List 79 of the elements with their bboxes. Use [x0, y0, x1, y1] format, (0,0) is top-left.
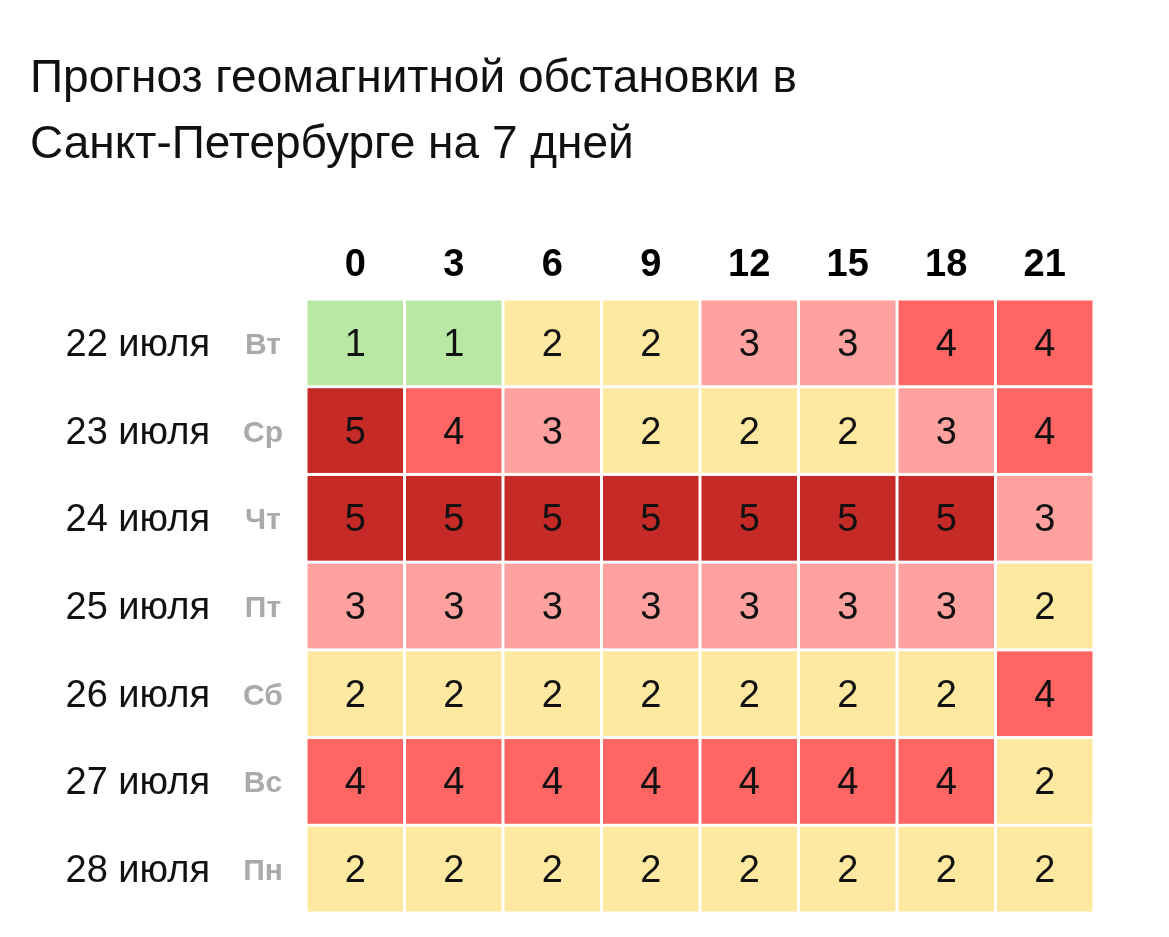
data-label: 5 — [443, 497, 465, 540]
x-tick-label: 21 — [1023, 242, 1066, 284]
data-label: 2 — [640, 409, 662, 452]
data-label: 5 — [344, 497, 366, 540]
data-label: 4 — [1034, 321, 1056, 364]
data-label: 2 — [1034, 848, 1056, 891]
y2-tick-label: Пн — [243, 853, 283, 887]
data-label: 2 — [344, 672, 366, 715]
chart-title: Прогноз геомагнитной обстановки в Санкт-Петербурге на 7 дней — [30, 50, 797, 168]
x-tick-label: 12 — [728, 242, 771, 284]
y-tick-label: 23 июля — [65, 409, 210, 452]
data-label: 2 — [541, 848, 563, 891]
data-label: 5 — [738, 497, 760, 540]
y-tick-label: 22 июля — [65, 321, 210, 364]
data-label: 2 — [1034, 585, 1056, 627]
y-tick-label: 24 июля — [65, 497, 210, 540]
y2-tick-label: Вс — [243, 765, 283, 799]
data-label: 5 — [935, 497, 957, 540]
data-label: 4 — [541, 760, 563, 803]
data-label: 3 — [935, 409, 957, 452]
data-label: 3 — [837, 585, 859, 627]
x-tick-label: 15 — [826, 242, 869, 284]
data-label: 3 — [443, 585, 465, 627]
data-label: 2 — [935, 672, 957, 715]
data-label: 3 — [640, 585, 662, 627]
data-label: 2 — [443, 848, 465, 891]
data-label: 3 — [541, 585, 563, 627]
data-label: 2 — [640, 672, 662, 715]
data-label: 2 — [640, 321, 662, 364]
data-label: 2 — [837, 672, 859, 715]
data-label: 4 — [738, 760, 760, 803]
data-label: 4 — [344, 760, 366, 803]
x-tick-label: 9 — [640, 242, 662, 284]
data-label: 3 — [738, 321, 760, 364]
x-tick-label: 3 — [443, 242, 465, 284]
data-label: 4 — [443, 409, 465, 452]
data-label: 3 — [837, 321, 859, 364]
data-label: 2 — [541, 672, 563, 715]
y2-tick-label: Сб — [243, 677, 283, 711]
y-tick-label: 25 июля — [65, 585, 210, 627]
data-label: 3 — [344, 585, 366, 627]
y2-tick-label: Ср — [243, 414, 283, 448]
data-label: 2 — [443, 672, 465, 715]
data-label: 4 — [1034, 672, 1056, 715]
data-label: 5 — [837, 497, 859, 540]
data-label: 2 — [738, 672, 760, 715]
data-label: 4 — [837, 760, 859, 803]
data-label: 5 — [344, 409, 366, 452]
data-label: 3 — [541, 409, 563, 452]
x-tick-label: 6 — [541, 242, 563, 284]
data-label: 2 — [935, 848, 957, 891]
y-tick-label: 26 июля — [65, 672, 210, 715]
data-label: 5 — [640, 497, 662, 540]
y2-tick-label: Вт — [245, 326, 281, 360]
data-label: 4 — [443, 760, 465, 803]
data-label: 2 — [837, 409, 859, 452]
data-label: 2 — [1034, 760, 1056, 803]
y-tick-label: 28 июля — [65, 848, 210, 891]
data-label: 2 — [344, 848, 366, 891]
data-label: 3 — [935, 585, 957, 627]
data-label: 2 — [738, 409, 760, 452]
y2-tick-label: Пт — [244, 590, 282, 623]
data-label: 4 — [935, 760, 957, 803]
y2-tick-label: Чт — [245, 502, 281, 536]
data-label: 4 — [1034, 409, 1056, 452]
data-label: 1 — [443, 321, 465, 364]
data-label: 2 — [541, 321, 563, 364]
data-label: 1 — [344, 321, 366, 364]
x-tick-label: 0 — [344, 242, 366, 284]
x-tick-label: 18 — [925, 242, 968, 284]
y-tick-label: 27 июля — [65, 760, 210, 803]
data-label: 4 — [640, 760, 662, 803]
data-label: 5 — [541, 497, 563, 540]
data-label: 4 — [935, 321, 957, 364]
data-label: 3 — [1034, 497, 1056, 540]
data-label: 3 — [738, 585, 760, 627]
data-label: 2 — [738, 848, 760, 891]
data-label: 2 — [640, 848, 662, 891]
data-label: 2 — [837, 848, 859, 891]
